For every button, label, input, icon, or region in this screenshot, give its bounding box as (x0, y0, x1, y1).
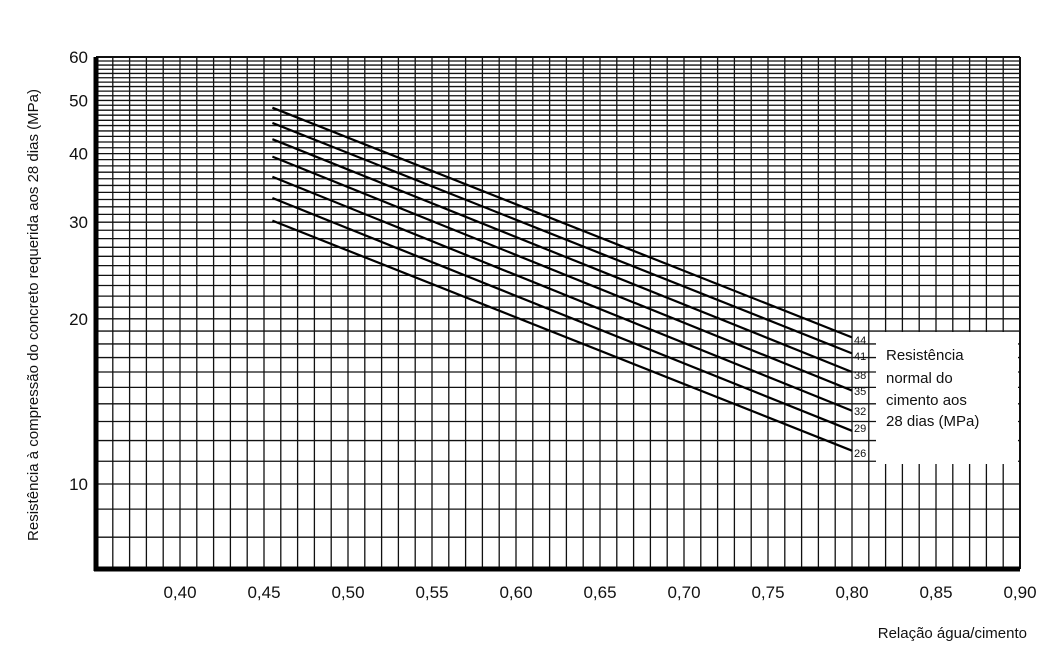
y-tick-label: 30 (69, 213, 88, 232)
tick-labels: 0,40 0,45 0,50 0,55 0,60 0,65 0,70 0,75 0,80 0,85… (69, 48, 1036, 602)
series-line-29 (271, 197, 853, 432)
legend-box (876, 332, 1018, 464)
x-tick-label: 0,65 (583, 583, 616, 602)
series-line-26 (271, 219, 853, 452)
x-tick-label: 0,80 (835, 583, 868, 602)
series-line-41 (271, 121, 853, 355)
x-tick-label: 0,60 (499, 583, 532, 602)
y-axis-title: Resistência à compressão do concreto req… (25, 89, 42, 541)
series-line-35 (271, 155, 853, 392)
series-line-38 (271, 138, 853, 374)
series-label-26: 26 (854, 448, 866, 460)
y-tick-label: 60 (69, 48, 88, 67)
series-label-44: 44 (854, 335, 866, 347)
legend-title-line-4: 28 dias (MPa) (886, 413, 979, 430)
x-tick-label: 0,75 (751, 583, 784, 602)
series-label-29: 29 (854, 423, 866, 435)
series-lines: 44 41 38 35 32 29 26 (271, 106, 866, 460)
series-label-32: 32 (854, 406, 866, 418)
x-tick-label: 0,55 (415, 583, 448, 602)
legend: Resistência normal do cimento aos 28 dia… (876, 332, 1018, 464)
x-tick-label: 0,40 (163, 583, 196, 602)
y-tick-label: 40 (69, 145, 88, 164)
series-label-38: 38 (854, 370, 866, 382)
series-label-35: 35 (854, 386, 866, 398)
x-tick-label: 0,45 (247, 583, 280, 602)
y-tick-label: 20 (69, 310, 88, 329)
legend-title-line-1: Resistência (886, 347, 964, 364)
series-label-41: 41 (854, 351, 866, 363)
series-line-44 (271, 106, 853, 339)
x-tick-label: 0,70 (667, 583, 700, 602)
x-tick-label: 0,85 (919, 583, 952, 602)
axes (93, 57, 1020, 572)
legend-title-line-3: cimento aos (886, 392, 967, 409)
legend-title-line-2: normal do (886, 370, 953, 387)
series-line-32 (271, 175, 853, 412)
x-axis-title: Relação água/cimento (878, 625, 1027, 642)
y-tick-label: 50 (69, 91, 88, 110)
x-tick-label: 0,50 (331, 583, 364, 602)
y-tick-label: 10 (69, 475, 88, 494)
x-tick-label: 0,90 (1003, 583, 1036, 602)
